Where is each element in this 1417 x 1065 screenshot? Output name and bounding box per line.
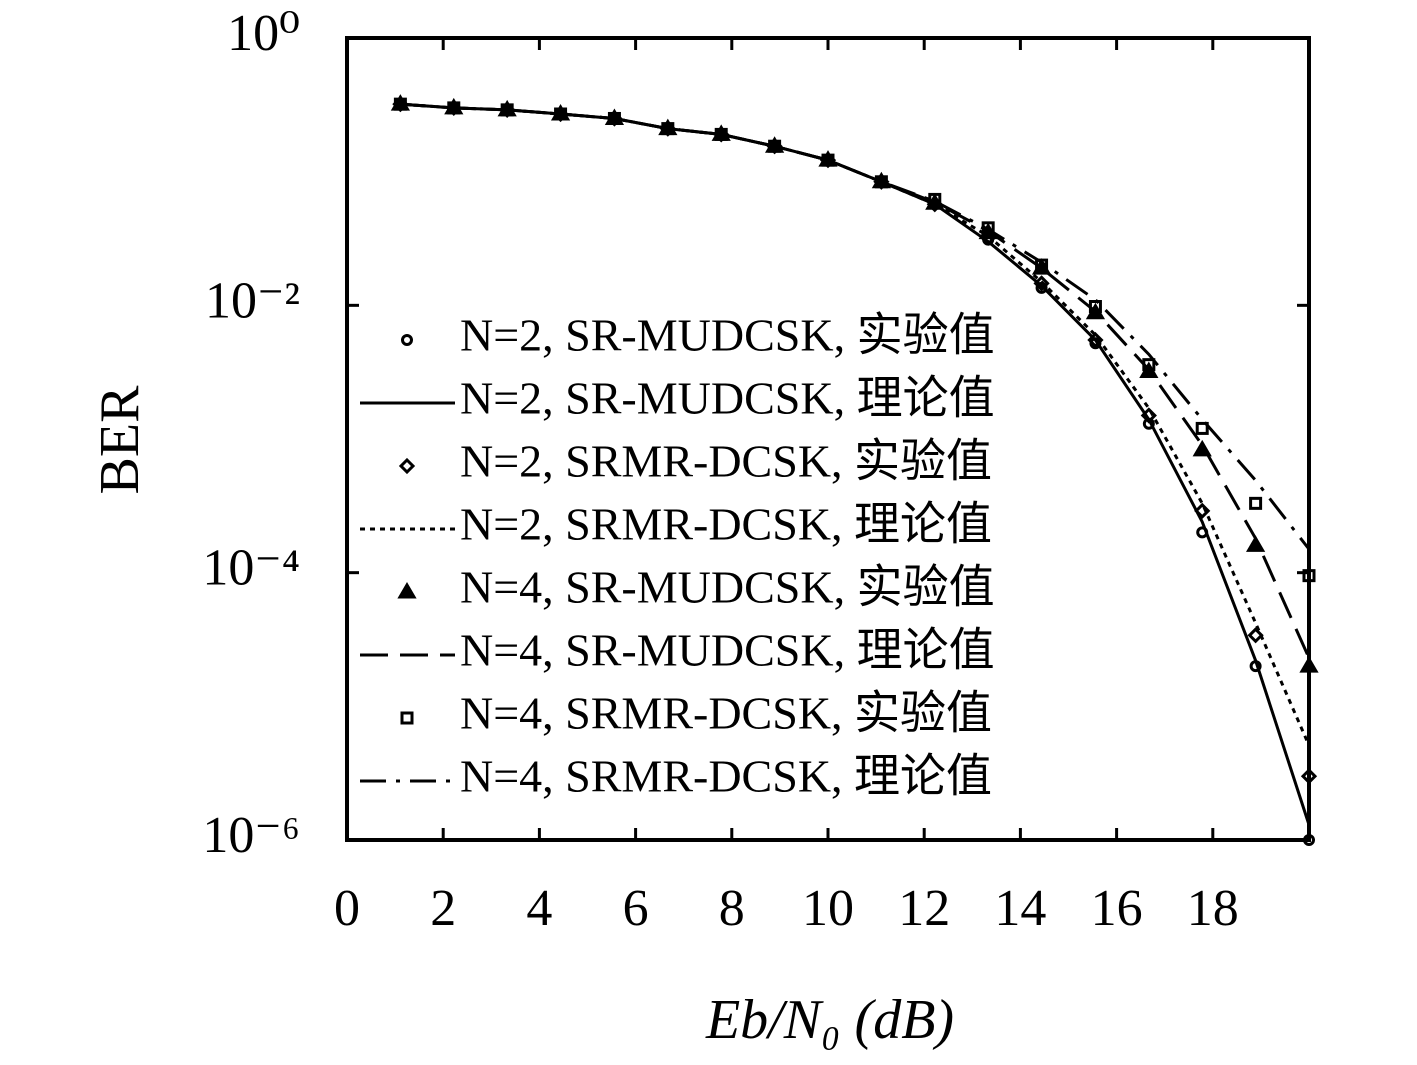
x-tick-label: 14 xyxy=(994,880,1046,937)
y-tick-label: 10⁻⁴ xyxy=(202,540,300,597)
x-tick-label: 6 xyxy=(623,880,649,937)
legend-label: N=2, SR-MUDCSK, 实验值 xyxy=(460,310,995,361)
legend-marker xyxy=(397,582,417,599)
x-tick-label: 2 xyxy=(430,880,456,937)
y-axis-label: BER xyxy=(89,385,151,495)
legend-label: N=2, SR-MUDCSK, 理论值 xyxy=(460,373,995,424)
legend-label: N=2, SRMR-DCSK, 理论值 xyxy=(460,499,992,550)
marker xyxy=(1302,569,1316,583)
legend-label: N=4, SR-MUDCSK, 实验值 xyxy=(460,562,995,613)
marker xyxy=(1033,275,1050,292)
legend-label: N=4, SRMR-DCSK, 理论值 xyxy=(460,751,992,802)
x-tick-label: 0 xyxy=(334,880,360,937)
legend-marker xyxy=(401,334,413,346)
x-tick-label: 8 xyxy=(719,880,745,937)
x-tick-label: 10 xyxy=(802,880,854,937)
legend-label: N=2, SRMR-DCSK, 实验值 xyxy=(460,436,992,487)
marker xyxy=(874,175,888,189)
legend-marker xyxy=(398,457,416,475)
x-tick-label: 12 xyxy=(898,880,950,937)
legend-marker xyxy=(400,711,414,725)
y-tick-label: 10⁰ xyxy=(227,5,300,62)
marker xyxy=(1299,656,1319,673)
legend-label: N=4, SRMR-DCSK, 实验值 xyxy=(460,688,992,739)
x-axis-label: Eb/N₀ (dB) xyxy=(705,989,954,1051)
y-tick-label: 10⁻² xyxy=(205,272,300,329)
marker xyxy=(1300,768,1318,785)
marker xyxy=(821,153,835,167)
marker xyxy=(1195,421,1209,435)
x-tick-label: 16 xyxy=(1091,880,1143,937)
marker xyxy=(1249,496,1263,510)
x-tick-label: 4 xyxy=(526,880,552,937)
marker xyxy=(1142,358,1156,372)
legend-label: N=4, SR-MUDCSK, 理论值 xyxy=(460,625,995,676)
marker xyxy=(928,192,942,206)
series-line xyxy=(400,102,1311,551)
marker xyxy=(1303,834,1315,846)
marker xyxy=(1247,627,1264,644)
x-tick-label: 18 xyxy=(1187,880,1239,937)
y-tick-label: 10⁻⁶ xyxy=(202,807,300,864)
